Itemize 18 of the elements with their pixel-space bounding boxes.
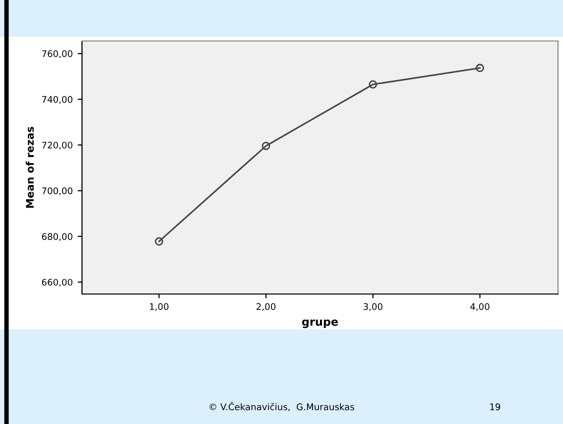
point (368, 80, 378, 89)
x-tick-label: 3,00 (364, 303, 382, 311)
text: 19 (490, 403, 500, 410)
x-axis-title: grupe (302, 319, 338, 328)
point (262, 142, 270, 150)
point (476, 64, 484, 72)
y-tick-label: 720,00 (42, 142, 72, 150)
y-tick-label: 680,00 (42, 233, 72, 241)
point (154, 237, 164, 246)
text: © V.Čekanavičius, G.Murauskas (210, 402, 354, 412)
x-tick-label: 2,00 (256, 303, 276, 311)
y-tick-label: 760,00 (42, 50, 72, 58)
y-tick-label: 740,00 (42, 96, 72, 104)
x-tick-label: 4,00 (470, 303, 490, 311)
y-tick-label: 660,00 (42, 278, 72, 287)
y-axis-title: Mean of rezas (26, 126, 34, 208)
y-tick-label: 700,00 (42, 187, 72, 196)
x-tick-label: 1,00 (150, 303, 168, 311)
